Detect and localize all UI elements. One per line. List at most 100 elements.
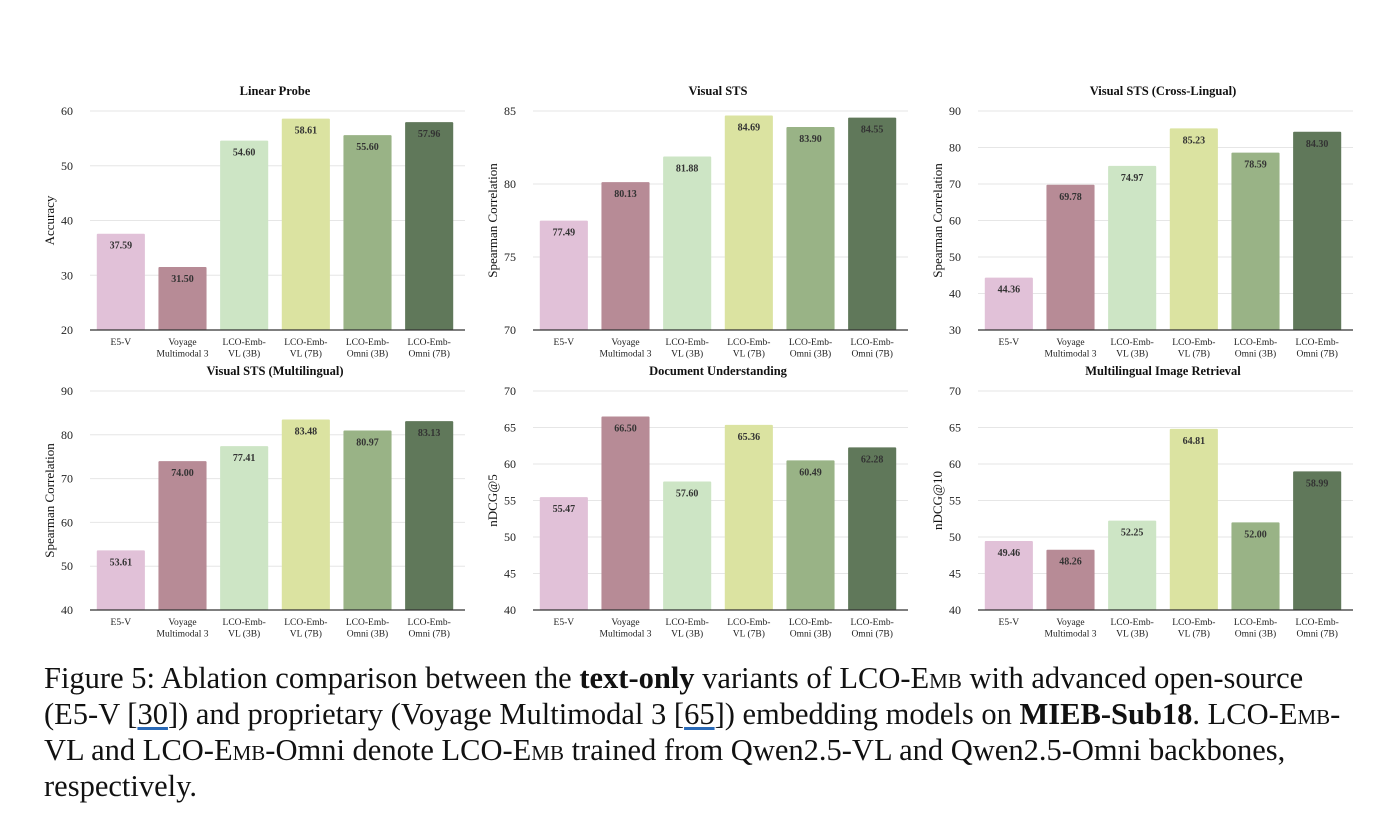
bar [1231, 152, 1280, 330]
x-tick-label: LCO-Emb- [1172, 338, 1215, 348]
x-tick-label: Omni (3B) [1235, 349, 1276, 360]
y-tick-label: 40 [61, 214, 73, 228]
chart-title: Document Understanding [649, 364, 788, 378]
bar [1169, 128, 1218, 330]
x-tick-label: E5-V [111, 618, 132, 628]
x-tick-label: Omni (7B) [408, 349, 449, 360]
data-label: 84.30 [1306, 139, 1329, 150]
data-label: 37.59 [110, 241, 133, 252]
x-tick-label: VL (3B) [1116, 349, 1148, 360]
citation-link[interactable]: 30 [137, 697, 168, 731]
x-tick-label: VL (3B) [228, 629, 260, 640]
x-tick-label: LCO-Emb- [1234, 618, 1277, 628]
chart-svg: Visual STS 70 75 80 85 Spearman Correlation 77… [485, 84, 908, 360]
data-label: 69.78 [1059, 192, 1082, 203]
y-tick-label: 90 [61, 384, 73, 398]
data-label: 62.28 [861, 454, 884, 465]
y-tick-label: 65 [504, 421, 516, 435]
x-tick-label: E5-V [999, 618, 1020, 628]
x-tick-label: LCO-Emb- [789, 338, 832, 348]
y-tick-label: 30 [949, 323, 961, 337]
x-tick-label: Multimodal 3 [600, 630, 652, 640]
x-tick-label: LCO-Emb- [346, 338, 389, 348]
x-tick-label: Voyage [1056, 338, 1084, 348]
data-label: 44.36 [998, 285, 1021, 296]
data-label: 53.61 [110, 557, 133, 568]
chart-svg: Visual STS (Cross-Lingual) 30 40 50 60 70 80 90… [930, 84, 1353, 360]
x-tick-label: VL (7B) [290, 349, 322, 360]
bar [1046, 184, 1095, 330]
chart-title: Visual STS (Multilingual) [206, 364, 343, 378]
y-tick-label: 40 [61, 603, 73, 617]
bar [984, 277, 1033, 330]
bar [220, 140, 269, 330]
bar [724, 115, 773, 330]
data-label: 52.00 [1244, 529, 1267, 540]
x-tick-label: LCO-Emb- [1172, 618, 1215, 628]
x-tick-label: Omni (3B) [790, 349, 831, 360]
x-tick-label: LCO-Emb- [1296, 618, 1339, 628]
x-tick-label: LCO-Emb- [284, 618, 327, 628]
x-tick-label: LCO-Emb- [1111, 338, 1154, 348]
bar [158, 461, 207, 610]
bar [1046, 549, 1095, 610]
data-label: 80.13 [614, 189, 637, 200]
x-tick-label: VL (3B) [671, 349, 703, 360]
x-tick-label: LCO-Emb- [223, 338, 266, 348]
bar [601, 182, 650, 330]
caption-smallcaps: Emb [910, 661, 962, 695]
data-label: 58.61 [295, 126, 318, 137]
x-tick-label: VL (3B) [1116, 629, 1148, 640]
data-label: 57.60 [676, 489, 699, 500]
data-label: 74.97 [1121, 173, 1144, 184]
data-label: 31.50 [171, 274, 194, 285]
x-tick-label: Multimodal 3 [600, 350, 652, 360]
y-tick-label: 60 [504, 457, 516, 471]
chart-svg: Visual STS (Multilingual) 40 50 60 70 80 90 Spe… [42, 364, 465, 640]
y-axis-label: Spearman Correlation [42, 443, 57, 558]
x-tick-label: Omni (7B) [1296, 349, 1337, 360]
citation-link[interactable]: 65 [684, 697, 715, 731]
chart-multilingual-image-retrieval: Multilingual Image Retrieval 40 45 50 55 60 65… [928, 360, 1368, 640]
caption-text: -Omni denote LCO- [265, 733, 513, 767]
y-tick-label: 50 [504, 530, 516, 544]
y-tick-label: 50 [949, 250, 961, 264]
x-tick-label: VL (7B) [733, 349, 765, 360]
bar [1293, 131, 1342, 330]
x-tick-label: LCO-Emb- [727, 338, 770, 348]
x-tick-label: LCO-Emb- [789, 618, 832, 628]
data-label: 48.26 [1059, 557, 1082, 568]
y-tick-label: 45 [949, 567, 961, 581]
caption-text: -VL and LCO- [44, 697, 1341, 767]
x-tick-label: LCO-Emb- [408, 618, 451, 628]
x-tick-label: LCO-Emb- [284, 338, 327, 348]
caption-smallcaps: Emb [512, 733, 564, 767]
data-label: 84.55 [861, 125, 884, 136]
chart-svg: Document Understanding 40 45 50 55 60 65 70 nDCG… [485, 364, 908, 640]
data-label: 55.60 [356, 142, 379, 153]
x-tick-label: VL (7B) [1178, 349, 1210, 360]
x-tick-label: LCO-Emb- [1111, 618, 1154, 628]
chart-linear-probe: Linear Probe 20 30 40 50 60 Accuracy 37.59 E5-V 3… [40, 80, 480, 360]
y-axis-label: nDCG@5 [485, 474, 500, 526]
caption-text: with advanced open-source (E5-V [ [44, 661, 1304, 731]
y-tick-label: 60 [61, 104, 73, 118]
bar [539, 220, 588, 330]
caption-text: ]) and proprietary (Voyage Multimodal 3 … [167, 697, 685, 731]
bar [405, 421, 454, 610]
x-tick-label: Voyage [168, 338, 196, 348]
x-tick-label: VL (7B) [733, 629, 765, 640]
x-tick-label: LCO-Emb- [346, 618, 389, 628]
bar [984, 540, 1033, 610]
y-axis-label: Spearman Correlation [930, 163, 945, 278]
y-tick-label: 20 [61, 323, 73, 337]
x-tick-label: Voyage [611, 618, 639, 628]
bar [281, 118, 330, 330]
x-tick-label: Omni (7B) [408, 629, 449, 640]
x-tick-label: VL (7B) [290, 629, 322, 640]
y-tick-label: 80 [61, 428, 73, 442]
bar [1169, 428, 1218, 610]
x-tick-label: Multimodal 3 [157, 350, 209, 360]
data-label: 57.96 [418, 129, 441, 140]
y-tick-label: 85 [504, 104, 516, 118]
